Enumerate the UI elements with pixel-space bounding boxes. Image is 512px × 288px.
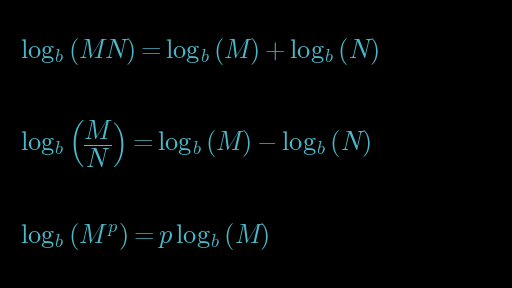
Text: $\log_b \left(\dfrac{M}{N}\right) = \log_b(M) - \log_b(N)$: $\log_b \left(\dfrac{M}{N}\right) = \log… (20, 118, 372, 170)
Text: $\log_b(M^p) = p\,\log_b(M)$: $\log_b(M^p) = p\,\log_b(M)$ (20, 221, 270, 252)
Text: $\log_b(MN) = \log_b(M) + \log_b(N)$: $\log_b(MN) = \log_b(M) + \log_b(N)$ (20, 36, 379, 67)
